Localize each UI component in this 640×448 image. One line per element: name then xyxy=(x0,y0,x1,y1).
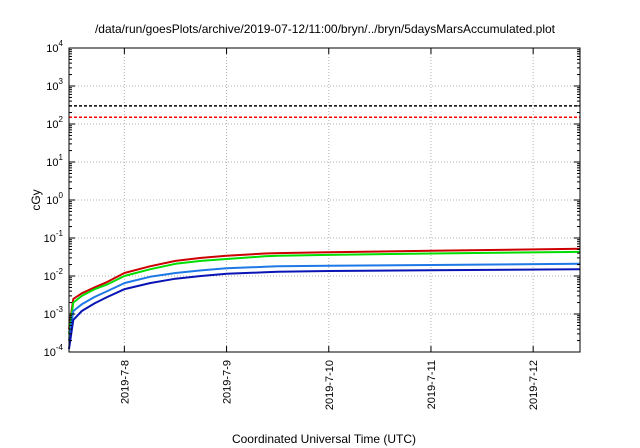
series-group xyxy=(68,247,581,350)
x-tick-label: 2019-7-10 xyxy=(324,360,336,410)
y-tick-label: 104 xyxy=(46,39,63,55)
grid xyxy=(69,48,580,352)
x-axis: 2019-7-8 2019-7-9 2019-7-10 2019-7-11 2019-7… xyxy=(119,48,540,410)
y-tick-label: 100 xyxy=(46,191,63,207)
y-axis-title: cGy xyxy=(29,189,43,210)
series-line xyxy=(68,247,581,330)
x-tick-label: 2019-7-8 xyxy=(119,360,131,404)
series-line xyxy=(68,262,581,341)
x-axis-title: Coordinated Universal Time (UTC) xyxy=(232,432,416,446)
reference-lines xyxy=(69,105,580,119)
series-line xyxy=(68,268,581,350)
x-tick-label: 2019-7-12 xyxy=(528,360,540,410)
y-tick-label: 103 xyxy=(46,77,63,93)
x-tick-label: 2019-7-9 xyxy=(222,360,234,404)
y-axis: 10-4 10-3 10-2 10-1 100 101 102 103 104 xyxy=(44,39,580,359)
chart-title: /data/run/goesPlots/archive/2019-07-12/1… xyxy=(95,22,556,36)
y-tick-label: 10-1 xyxy=(44,229,64,245)
series-line xyxy=(68,250,581,335)
y-tick-label: 10-3 xyxy=(44,305,64,321)
y-tick-label: 102 xyxy=(46,115,63,131)
y-tick-label: 101 xyxy=(46,153,63,169)
x-tick-label: 2019-7-11 xyxy=(426,360,438,409)
y-tick-label: 10-2 xyxy=(44,267,64,283)
y-tick-label: 10-4 xyxy=(44,343,64,359)
